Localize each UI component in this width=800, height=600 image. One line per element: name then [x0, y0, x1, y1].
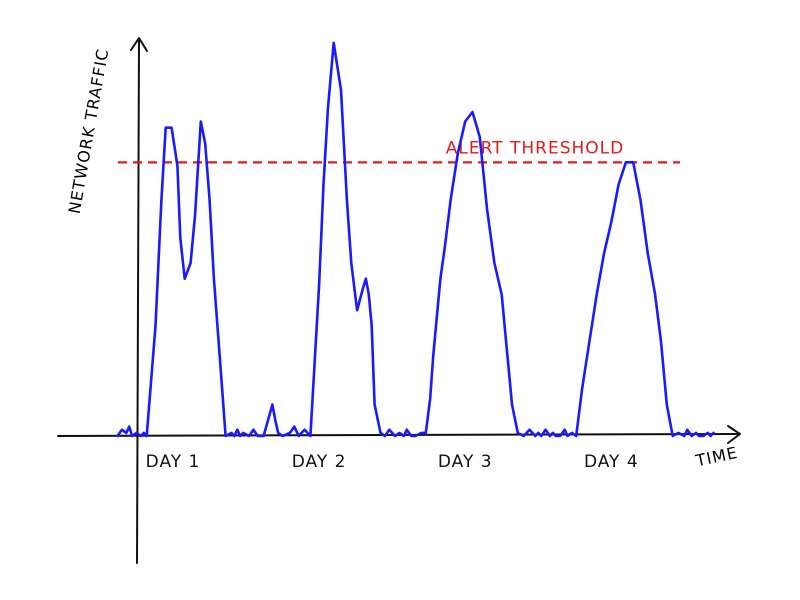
x-tick-label: DAY 3	[438, 452, 493, 472]
x-tick-labels: DAY 1 DAY 2 DAY 3 DAY 4	[146, 452, 639, 472]
x-tick-label: DAY 2	[292, 452, 347, 472]
x-axis-arrow	[727, 425, 741, 444]
x-tick-label: DAY 4	[584, 452, 639, 472]
y-axis-title: NETWORK TRAFFIC	[65, 47, 113, 215]
y-axis-arrow	[130, 37, 148, 52]
x-axis-title: TIME	[693, 443, 739, 471]
y-axis-line	[136, 39, 140, 564]
x-tick-label: DAY 1	[146, 452, 201, 472]
network-traffic-line	[116, 41, 715, 438]
axes	[57, 37, 741, 564]
alert-threshold-label: ALERT THRESHOLD	[446, 138, 624, 158]
